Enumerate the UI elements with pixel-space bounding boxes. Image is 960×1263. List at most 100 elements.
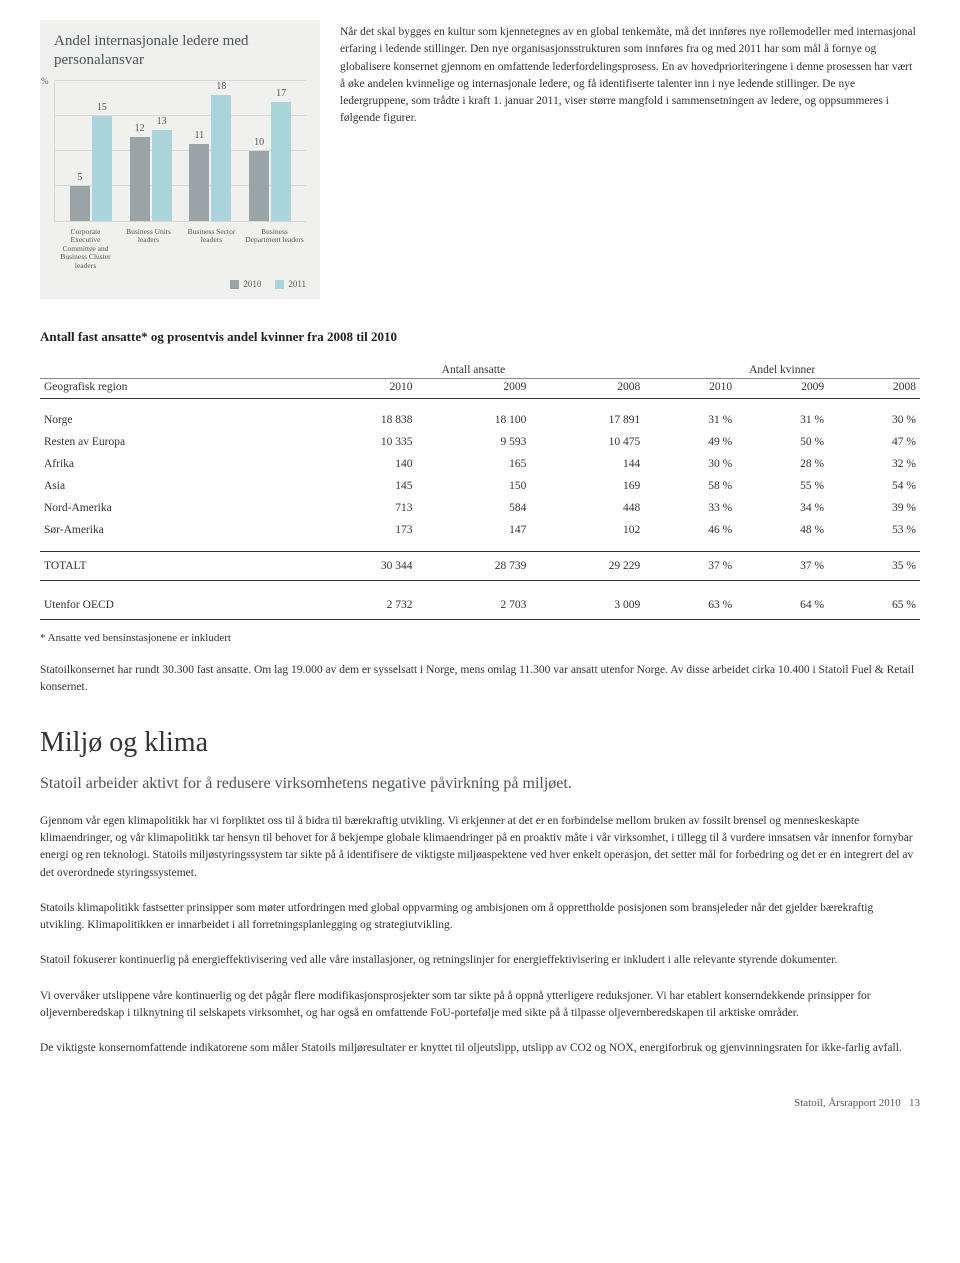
bar: 18 <box>211 95 231 221</box>
data-cell: 140 <box>303 453 417 475</box>
col-group-ansatte: Antall ansatte <box>303 359 645 379</box>
data-cell: 46 % <box>644 519 736 541</box>
bar: 11 <box>189 144 209 221</box>
data-cell: 30 % <box>644 453 736 475</box>
data-cell: 37 % <box>644 552 736 581</box>
row-label: Utenfor OECD <box>40 591 303 620</box>
data-cell: 30 % <box>828 409 920 431</box>
body-paragraph: Statoils klimapolitikk fastsetter prinsi… <box>40 900 920 935</box>
data-cell: 63 % <box>644 591 736 620</box>
region-cell: Asia <box>40 475 303 497</box>
data-cell: 10 335 <box>303 431 417 453</box>
footer-text: Statoil, Årsrapport 2010 <box>794 1097 901 1109</box>
data-cell: 448 <box>530 497 644 519</box>
data-cell: 39 % <box>828 497 920 519</box>
bar-value: 13 <box>152 116 172 127</box>
region-cell: Afrika <box>40 453 303 475</box>
data-cell: 147 <box>417 519 531 541</box>
legend-item: 2010 <box>230 279 261 289</box>
data-cell: 165 <box>417 453 531 475</box>
data-cell: 32 % <box>828 453 920 475</box>
data-cell: 54 % <box>828 475 920 497</box>
bar-value: 18 <box>211 81 231 92</box>
data-cell: 30 344 <box>303 552 417 581</box>
chart-area: % 515121311181017 <box>54 82 306 222</box>
bar-value: 11 <box>189 130 209 141</box>
data-cell: 58 % <box>644 475 736 497</box>
year-header: 2009 <box>417 379 531 399</box>
data-cell: 584 <box>417 497 531 519</box>
data-cell: 28 % <box>736 453 828 475</box>
data-cell: 50 % <box>736 431 828 453</box>
data-cell: 64 % <box>736 591 828 620</box>
data-cell: 29 229 <box>530 552 644 581</box>
bar-group: 515 <box>61 116 121 221</box>
data-cell: 173 <box>303 519 417 541</box>
body-paragraph: Gjennom vår egen klimapolitikk har vi fo… <box>40 813 920 882</box>
bar-group: 1213 <box>121 130 181 221</box>
section-heading: Miljø og klima <box>40 727 920 759</box>
leaders-chart: Andel internasjonale ledere med personal… <box>40 20 320 299</box>
data-cell: 31 % <box>644 409 736 431</box>
legend-item: 2011 <box>275 279 306 289</box>
col-group-kvinner: Andel kvinner <box>644 359 920 379</box>
table-row: Resten av Europa10 3359 59310 47549 %50 … <box>40 431 920 453</box>
year-header: 2008 <box>828 379 920 399</box>
year-header: 2010 <box>303 379 417 399</box>
legend-swatch <box>275 280 284 289</box>
bar: 15 <box>92 116 112 221</box>
data-cell: 2 703 <box>417 591 531 620</box>
bar: 10 <box>249 151 269 221</box>
row-label: TOTALT <box>40 552 303 581</box>
year-header: 2010 <box>644 379 736 399</box>
chart-legend: 2010 2011 <box>54 279 306 289</box>
x-label: Business Department leaders <box>243 228 306 271</box>
data-cell: 65 % <box>828 591 920 620</box>
data-cell: 53 % <box>828 519 920 541</box>
bar-group: 1118 <box>181 95 241 221</box>
x-label: Business Units leaders <box>117 228 180 271</box>
data-cell: 31 % <box>736 409 828 431</box>
year-header: 2008 <box>530 379 644 399</box>
data-cell: 35 % <box>828 552 920 581</box>
bar: 13 <box>152 130 172 221</box>
data-cell: 145 <box>303 475 417 497</box>
data-cell: 28 739 <box>417 552 531 581</box>
bar-value: 15 <box>92 102 112 113</box>
summary-paragraph: Statoilkonsernet har rundt 30.300 fast a… <box>40 662 920 697</box>
x-axis-labels: Corporate Executive Committee and Busine… <box>54 228 306 271</box>
table-row: Sør-Amerika17314710246 %48 %53 % <box>40 519 920 541</box>
data-cell: 9 593 <box>417 431 531 453</box>
region-cell: Sør-Amerika <box>40 519 303 541</box>
data-cell: 18 838 <box>303 409 417 431</box>
data-cell: 17 891 <box>530 409 644 431</box>
section-subhead: Statoil arbeider aktivt for å redusere v… <box>40 773 920 795</box>
data-cell: 47 % <box>828 431 920 453</box>
body-paragraph: Vi overvåker utslippene våre kontinuerli… <box>40 988 920 1023</box>
data-cell: 55 % <box>736 475 828 497</box>
bar-value: 17 <box>271 88 291 99</box>
data-cell: 37 % <box>736 552 828 581</box>
data-cell: 3 009 <box>530 591 644 620</box>
y-axis-unit: % <box>41 76 49 86</box>
utenfor-row: Utenfor OECD2 7322 7033 00963 %64 %65 % <box>40 591 920 620</box>
total-row: TOTALT30 34428 73929 22937 %37 %35 % <box>40 552 920 581</box>
data-cell: 150 <box>417 475 531 497</box>
data-cell: 102 <box>530 519 644 541</box>
data-cell: 713 <box>303 497 417 519</box>
region-cell: Norge <box>40 409 303 431</box>
table-row: Asia14515016958 %55 %54 % <box>40 475 920 497</box>
data-cell: 48 % <box>736 519 828 541</box>
region-cell: Nord-Amerika <box>40 497 303 519</box>
region-header: Geografisk region <box>40 379 303 399</box>
data-cell: 33 % <box>644 497 736 519</box>
employees-table: Antall ansatte Andel kvinner Geografisk … <box>40 359 920 620</box>
data-cell: 10 475 <box>530 431 644 453</box>
table-title: Antall fast ansatte* og prosentvis andel… <box>40 329 920 345</box>
bar: 12 <box>130 137 150 221</box>
table-row: Norge18 83818 10017 89131 %31 %30 % <box>40 409 920 431</box>
page-footer: Statoil, Årsrapport 2010 13 <box>40 1097 920 1109</box>
data-cell: 169 <box>530 475 644 497</box>
legend-swatch <box>230 280 239 289</box>
bar: 17 <box>271 102 291 221</box>
